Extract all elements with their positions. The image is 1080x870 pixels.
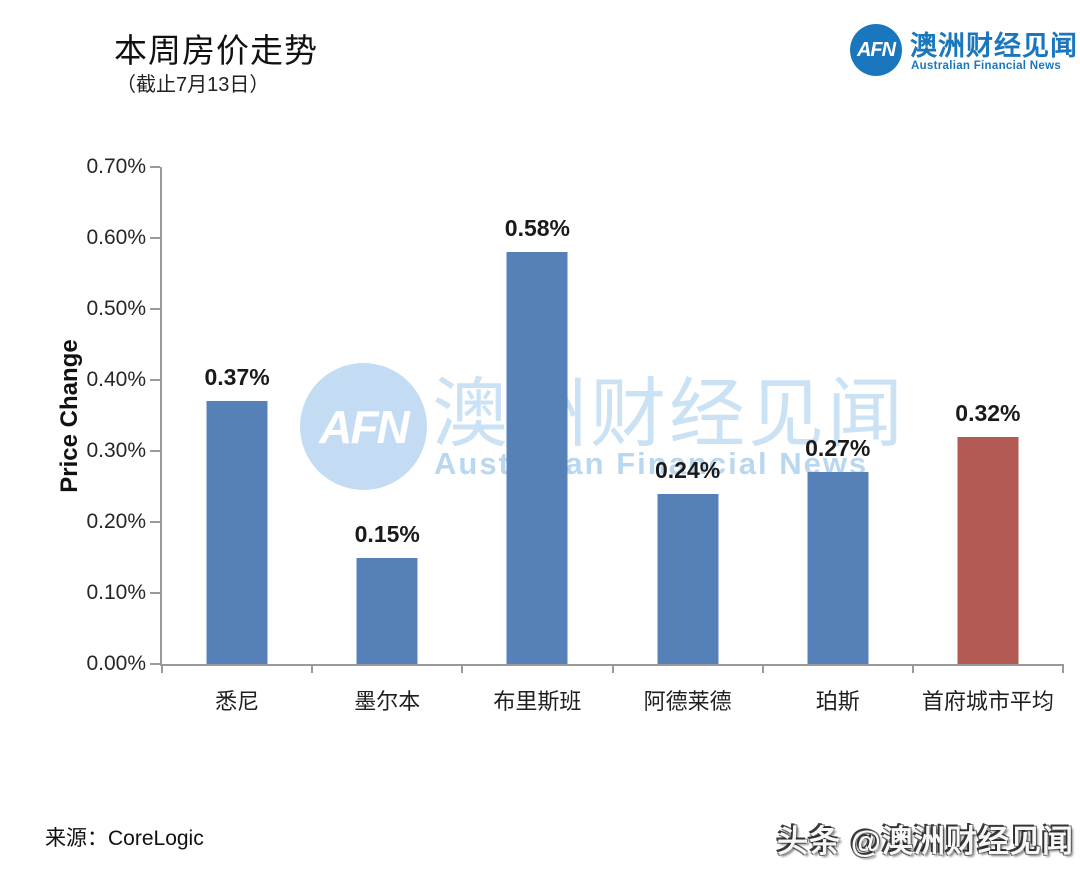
brand-logo: AFN 澳洲财经见闻 Australian Financial News xyxy=(850,22,1077,80)
y-tick-label: 0.00% xyxy=(86,652,146,675)
y-tick-label: 0.50% xyxy=(86,297,146,320)
y-tick-mark xyxy=(150,379,160,381)
x-tick-mark xyxy=(311,664,314,673)
x-tick-mark xyxy=(1062,664,1064,673)
y-tick-mark xyxy=(150,166,160,168)
x-category-label: 墨尔本 xyxy=(354,689,421,714)
source-caption: 来源：CoreLogic xyxy=(45,827,204,850)
brand-name-cn: 澳洲财经见闻 xyxy=(910,31,1078,61)
afn-logo-icon: AFN xyxy=(850,24,902,76)
y-tick-mark xyxy=(150,308,160,310)
brand-name-en: Australian Financial News xyxy=(911,60,1062,72)
x-tick-mark xyxy=(761,664,764,673)
chart-subtitle: （截止7月13日） xyxy=(116,74,270,96)
bar-value-label: 0.27% xyxy=(805,435,871,462)
x-tick-mark xyxy=(461,664,464,673)
y-axis-title: Price Change xyxy=(56,339,83,493)
plot-area: 0.00% 0.10% 0.20% 0.30% 0.40% 0.50% 0.60% 0.70%… xyxy=(86,155,1064,714)
y-tick-mark xyxy=(150,237,160,239)
x-category-label: 阿德莱德 xyxy=(643,689,732,714)
y-tick-mark xyxy=(150,592,160,594)
x-tick-mark xyxy=(611,664,614,673)
bar-value-label: 0.24% xyxy=(654,456,721,483)
y-tick-mark xyxy=(150,450,160,452)
x-category-label: 悉尼 xyxy=(215,689,260,714)
bar-2 xyxy=(356,557,418,664)
y-tick-label: 0.70% xyxy=(86,155,146,178)
x-category-label: 布里斯班 xyxy=(493,689,582,714)
y-tick-label: 0.30% xyxy=(86,439,146,462)
bar-6 xyxy=(957,436,1019,664)
chart-title: 本周房价走势 xyxy=(114,32,318,69)
bar-3 xyxy=(506,252,568,664)
bar-value-label: 0.32% xyxy=(955,399,1021,426)
bar-value-label: 0.37% xyxy=(204,364,270,391)
bar-5 xyxy=(807,472,869,664)
bar-value-label: 0.58% xyxy=(504,215,571,242)
y-tick-label: 0.10% xyxy=(86,581,146,604)
x-tick-mark xyxy=(911,664,914,673)
y-tick-mark xyxy=(150,663,160,665)
bar-value-label: 0.15% xyxy=(354,520,420,547)
x-category-label: 首府城市平均 xyxy=(921,689,1054,714)
y-tick-mark xyxy=(150,521,160,523)
y-tick-label: 0.60% xyxy=(86,226,146,249)
x-category-label: 珀斯 xyxy=(815,689,860,714)
y-tick-label: 0.40% xyxy=(86,368,146,391)
bar-4 xyxy=(657,493,719,664)
x-tick-mark xyxy=(161,664,163,673)
bar-1 xyxy=(206,401,268,664)
y-tick-label: 0.20% xyxy=(86,510,146,533)
credit-watermark: 头条 @澳洲财经见闻 xyxy=(777,824,1074,859)
